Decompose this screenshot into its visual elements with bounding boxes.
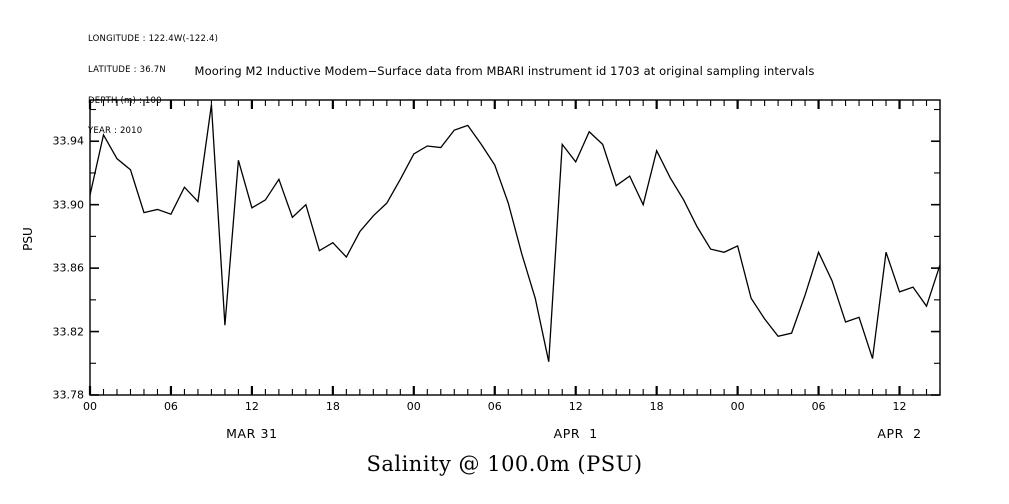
- x-axis-day-label: MAR 31: [226, 426, 278, 441]
- x-axis-tick-label: 00: [730, 400, 745, 413]
- x-axis-tick-label: 00: [406, 400, 421, 413]
- data-series-line: [89, 104, 941, 362]
- metadata-longitude: LONGITUDE : 122.4W(-122.4): [88, 34, 219, 45]
- x-axis-tick-label: 00: [83, 400, 97, 413]
- metadata-latitude: LATITUDE : 36.7N: [88, 65, 166, 76]
- x-axis-tick-label: 06: [163, 400, 178, 413]
- x-axis-tick-label: 18: [325, 400, 340, 413]
- x-axis-tick-label: 06: [811, 400, 826, 413]
- y-axis-tick-label: 33.78: [52, 388, 85, 402]
- y-axis-tick-label: 33.82: [52, 325, 85, 339]
- y-axis-tick-label: 33.86: [52, 261, 85, 275]
- x-axis-tick-label: 18: [649, 400, 664, 413]
- x-axis-day-label: APR 1: [553, 426, 598, 441]
- x-axis-tick-label: 12: [892, 400, 907, 413]
- figure-caption: Salinity @ 100.0m (PSU): [366, 452, 643, 476]
- plot-frame: [89, 99, 941, 396]
- metadata-year: YEAR : 2010: [88, 126, 143, 137]
- x-axis-tick-label: 12: [244, 400, 259, 413]
- y-axis-tick-label: 33.94: [52, 134, 85, 148]
- y-axis-tick-label: 33.90: [52, 198, 85, 212]
- y-axis-tick-labels: 33.78 33.82 33.86 33.90 33.94: [22, 0, 85, 504]
- x-axis-day-label: APR 2: [877, 426, 922, 441]
- chart-title: Mooring M2 Inductive Modem−Surface data …: [194, 64, 815, 78]
- x-axis-tick-label: 12: [568, 400, 583, 413]
- x-axis-tick-label: 06: [487, 400, 502, 413]
